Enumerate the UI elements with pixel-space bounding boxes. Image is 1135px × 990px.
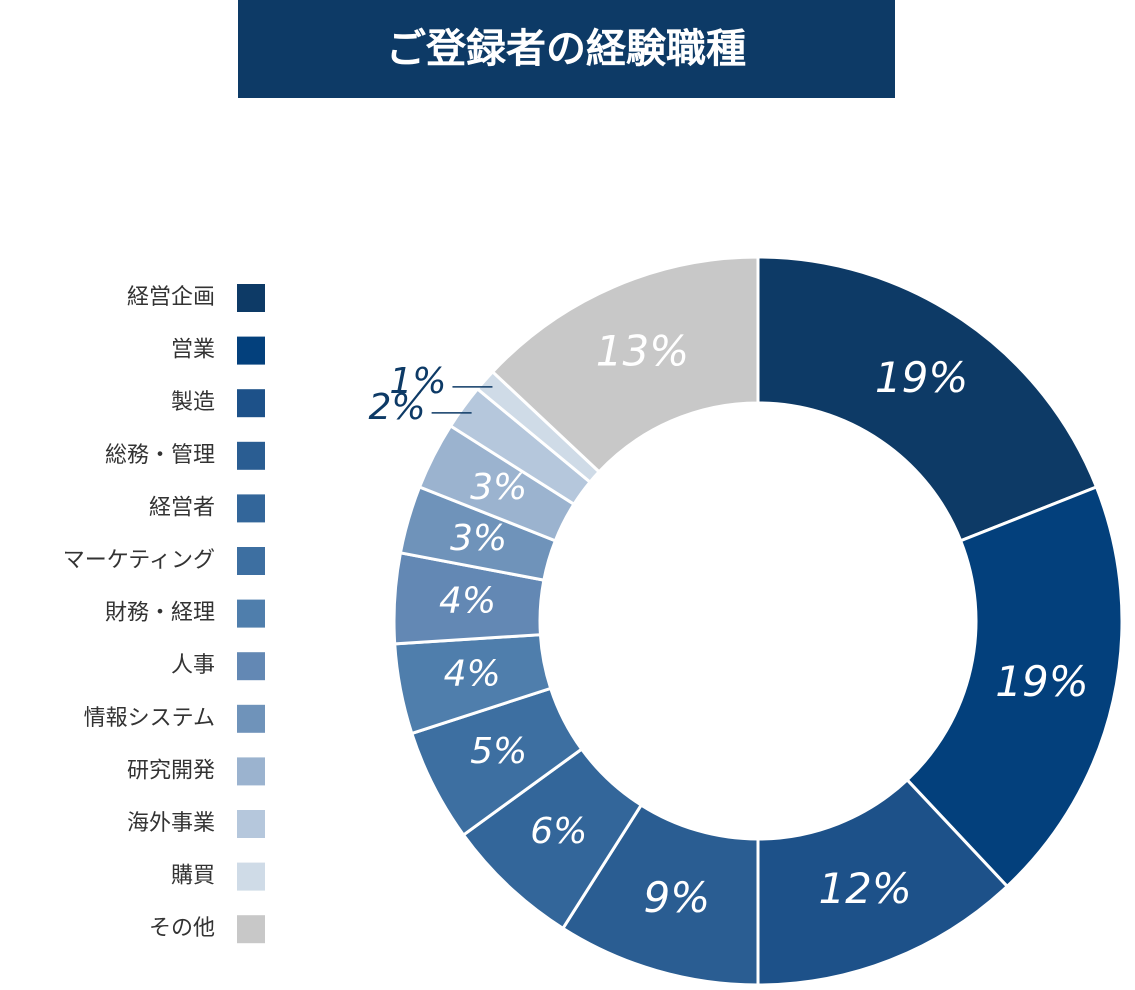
legend-swatch xyxy=(237,757,265,786)
donut-slice xyxy=(756,255,1099,543)
donut-slice xyxy=(490,255,760,474)
legend-swatch xyxy=(237,652,265,681)
legend-label: その他 xyxy=(149,916,215,941)
legend-swatch xyxy=(237,810,265,838)
legend-swatch xyxy=(237,915,265,944)
legend-swatch xyxy=(237,547,265,575)
legend-swatch xyxy=(237,494,265,523)
legend-label: 購買 xyxy=(171,864,215,889)
donut-slice xyxy=(905,485,1124,889)
legend-swatch xyxy=(237,441,265,470)
legend-swatch xyxy=(237,704,265,733)
slice-label: 2% xyxy=(368,387,425,428)
slice-label: 3% xyxy=(450,518,507,559)
legend-label: 研究開発 xyxy=(127,758,215,783)
title-background xyxy=(238,0,895,98)
legend-label: 海外事業 xyxy=(127,811,215,836)
slice-label: 19% xyxy=(875,353,968,402)
donut: 19% 19% 12% 9% 6%5% 4% 4% 3% 3% 2%1% 13% xyxy=(368,255,1124,987)
legend-label: 人事 xyxy=(171,653,215,678)
legend-swatch xyxy=(237,284,265,312)
slice-label: 6% xyxy=(530,811,587,852)
legend-swatch xyxy=(237,336,265,365)
legend-label: 経営企画 xyxy=(127,285,215,310)
chart-title: ご登録者の経験職種 xyxy=(386,26,746,72)
slice-label: 4% xyxy=(444,654,501,695)
legend-label: 財務・経理 xyxy=(105,601,215,626)
legend: 経営企画営業製造総務・管理経営者マーケティング財務・経理人事情報システム研究開発… xyxy=(63,284,265,944)
legend-swatch xyxy=(237,862,265,891)
slice-label: 19% xyxy=(995,657,1088,706)
slice-label: 1% xyxy=(389,361,446,402)
legend-label: 情報システム xyxy=(84,706,215,731)
legend-swatch xyxy=(237,389,265,418)
legend-label: 総務・管理 xyxy=(105,443,215,468)
slice-label: 12% xyxy=(818,864,911,913)
legend-label: 経営者 xyxy=(149,495,215,520)
legend-label: 製造 xyxy=(171,390,215,415)
legend-label: マーケティング xyxy=(63,548,215,573)
slice-label: 5% xyxy=(470,731,527,772)
slice-label: 9% xyxy=(643,873,710,922)
legend-label: 営業 xyxy=(171,338,215,363)
slice-label: 13% xyxy=(596,326,689,375)
legend-swatch xyxy=(237,599,265,628)
slice-label: 4% xyxy=(439,581,496,622)
slice-label: 3% xyxy=(470,467,527,508)
